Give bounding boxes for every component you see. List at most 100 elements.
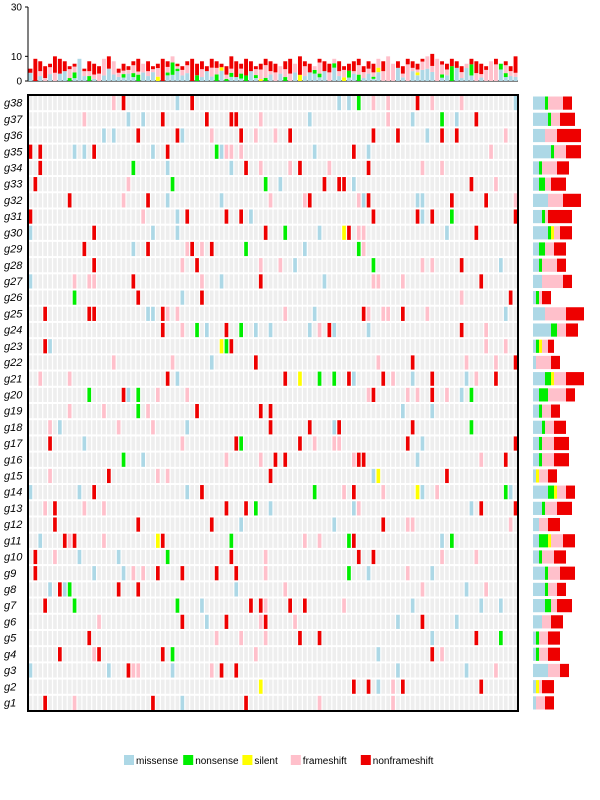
cell-empty	[332, 630, 337, 646]
cell-empty	[175, 614, 180, 629]
cell-empty	[405, 679, 410, 694]
cell-empty	[347, 355, 351, 370]
cell-empty	[405, 549, 410, 565]
cell-empty	[77, 96, 82, 111]
cell-empty	[136, 241, 141, 257]
cell-empty	[131, 614, 136, 629]
cell-empty	[278, 339, 283, 354]
cell-empty	[499, 371, 503, 386]
cell-empty	[303, 96, 307, 111]
cell-empty	[347, 501, 351, 516]
cell-empty	[376, 501, 381, 516]
cell-empty	[278, 274, 283, 289]
top-bar-missense	[307, 72, 312, 81]
side-bar-g24-nonframeshift	[566, 323, 578, 337]
cell-empty	[435, 258, 439, 273]
cell-empty	[430, 177, 435, 192]
cell-empty	[317, 420, 322, 435]
cell-empty	[234, 404, 239, 419]
cell-empty	[342, 501, 346, 516]
cell-empty	[484, 241, 488, 257]
top-bar-nonframeshift	[307, 63, 312, 73]
cell-empty	[87, 258, 92, 273]
cell-empty	[405, 630, 410, 646]
cell-empty	[298, 258, 302, 273]
cell-empty	[48, 566, 52, 581]
cell-empty	[366, 614, 371, 629]
cell-empty	[381, 209, 386, 224]
cell-empty	[361, 177, 366, 192]
cell-empty	[244, 209, 248, 224]
cell-empty	[53, 258, 57, 273]
cell-empty	[489, 112, 493, 127]
cell-empty	[209, 420, 214, 435]
cell-empty	[244, 193, 248, 208]
side-bar-g34-nonframeshift	[557, 161, 569, 175]
cell-empty	[151, 566, 155, 581]
cell-missense	[175, 225, 180, 240]
cell-empty	[268, 533, 273, 548]
cell-empty	[327, 177, 332, 192]
cell-empty	[126, 614, 131, 629]
cell-empty	[464, 598, 469, 613]
cell-nonframeshift	[136, 582, 141, 597]
cell-frameshift	[440, 549, 444, 565]
cell-empty	[170, 96, 175, 111]
cell-empty	[97, 663, 101, 678]
top-bar-nonframeshift	[209, 58, 214, 68]
cell-empty	[102, 177, 106, 192]
cell-empty	[77, 274, 82, 289]
cell-empty	[72, 630, 77, 646]
top-bar-nonframeshift	[62, 61, 67, 72]
cell-nonsense	[499, 630, 503, 646]
cell-empty	[469, 663, 474, 678]
side-bar-g26-missense	[533, 291, 536, 305]
cell-empty	[312, 468, 317, 484]
cell-empty	[224, 160, 229, 176]
cell-empty	[420, 420, 425, 435]
cell-empty	[425, 177, 430, 192]
cell-empty	[499, 112, 503, 127]
cell-empty	[425, 549, 430, 565]
cell-empty	[170, 371, 175, 386]
cell-empty	[229, 128, 234, 143]
cell-empty	[116, 452, 121, 467]
cell-empty	[67, 452, 72, 467]
cell-empty	[254, 371, 258, 386]
cell-nonframeshift	[224, 614, 229, 629]
cell-empty	[111, 339, 116, 354]
cell-empty	[136, 160, 141, 176]
cell-empty	[53, 177, 57, 192]
cell-empty	[425, 614, 430, 629]
cell-empty	[410, 160, 415, 176]
cell-empty	[33, 468, 38, 484]
cell-empty	[288, 274, 292, 289]
cell-empty	[307, 160, 312, 176]
cell-empty	[126, 290, 131, 305]
cell-empty	[454, 582, 459, 597]
cell-empty	[249, 404, 253, 419]
cell-empty	[366, 274, 371, 289]
cell-empty	[38, 598, 43, 613]
cell-empty	[249, 355, 253, 370]
cell-empty	[278, 614, 283, 629]
cell-nonframeshift	[234, 112, 239, 127]
cell-empty	[293, 517, 297, 532]
cell-empty	[209, 339, 214, 354]
cell-empty	[337, 404, 341, 419]
cell-empty	[165, 209, 170, 224]
side-bar-g24-missense	[533, 323, 551, 337]
cell-empty	[489, 193, 493, 208]
cell-empty	[459, 436, 464, 451]
cell-empty	[53, 371, 57, 386]
cell-empty	[62, 144, 67, 159]
cell-empty	[111, 566, 116, 581]
cell-empty	[445, 517, 449, 532]
cell-empty	[224, 549, 229, 565]
cell-empty	[102, 355, 106, 370]
cell-empty	[229, 177, 234, 192]
cell-empty	[234, 355, 239, 370]
cell-empty	[317, 452, 322, 467]
cell-empty	[190, 387, 194, 402]
cell-empty	[356, 274, 361, 289]
